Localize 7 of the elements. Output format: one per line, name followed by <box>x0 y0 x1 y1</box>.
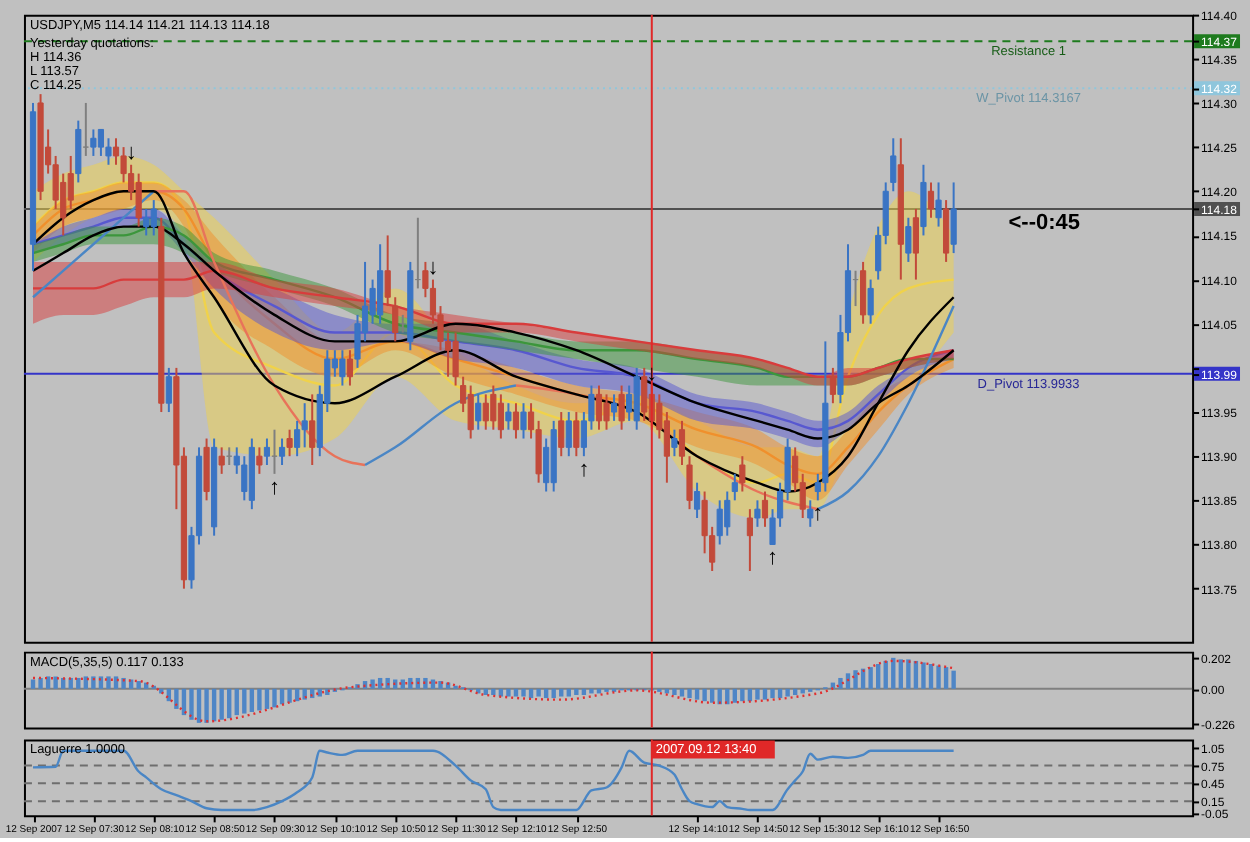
annotation: ↑ <box>578 458 590 483</box>
annotation: ↑ <box>812 502 824 527</box>
annotation: ↑ <box>269 475 280 500</box>
annotation: ↑ <box>767 546 779 571</box>
annotation: ↓ <box>427 255 439 280</box>
annotation: ↓ <box>125 140 137 165</box>
annotation: <--0:45 <box>1008 210 1080 235</box>
